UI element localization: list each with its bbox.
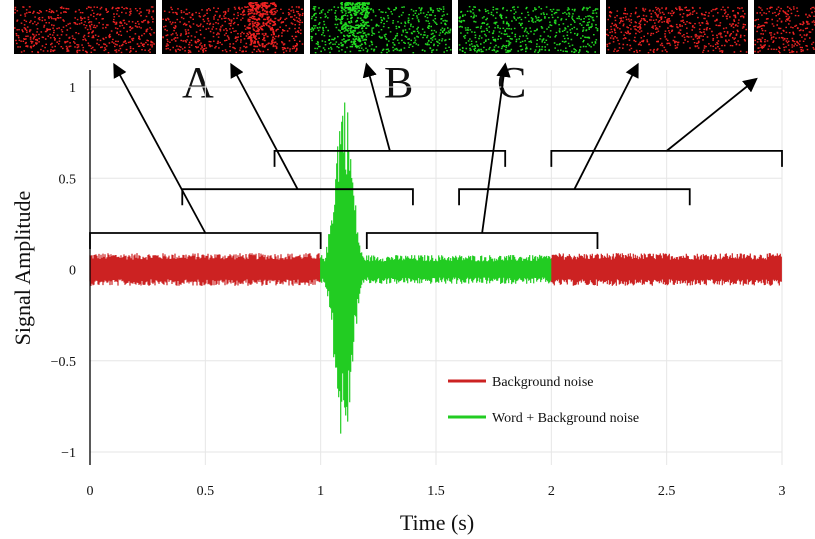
spectrogram-panel-0 <box>14 0 156 54</box>
window-arrow-5 <box>666 77 758 152</box>
annotation-B: B <box>384 58 413 107</box>
spectrogram-panel-5 <box>754 0 815 54</box>
spectrogram-panel-background <box>162 0 304 54</box>
x-axis-title: Time (s) <box>400 510 474 535</box>
series-word-noise-0 <box>320 102 552 434</box>
y-tick-label: 0 <box>69 264 76 279</box>
spectrogram-panel-3 <box>458 0 600 54</box>
spectrogram-noise-speckle <box>14 6 155 54</box>
signal-series <box>89 102 782 434</box>
window-arrow-0 <box>113 62 207 234</box>
spectrogram-noise-speckle <box>606 6 748 54</box>
annotation-C: C <box>497 58 526 107</box>
x-tick-label: 1.5 <box>427 484 445 499</box>
window-bracket-4 <box>458 188 691 206</box>
annotation-A: A <box>182 58 214 107</box>
window-arrow-4 <box>573 62 639 190</box>
y-tick-label: 0.5 <box>59 172 77 187</box>
x-tick-label: 1 <box>317 484 324 499</box>
spectrogram-panel-4 <box>606 0 748 54</box>
window-bracket-1 <box>181 188 414 206</box>
series-background-noise-0 <box>89 253 321 286</box>
legend-label-word-noise: Word + Background noise <box>492 411 639 426</box>
spectrogram-panel-background <box>458 0 600 54</box>
spectrogram-noise-speckle <box>458 6 599 54</box>
x-tick-label: 3 <box>779 484 786 499</box>
y-axis-title: Signal Amplitude <box>10 191 35 346</box>
x-tick-label: 2.5 <box>658 484 676 499</box>
spectrogram-panel-background <box>14 0 156 54</box>
x-tick-label: 0.5 <box>197 484 215 499</box>
window-arrow-3 <box>481 62 511 234</box>
window-bracket-5 <box>550 149 783 167</box>
legend: Background noise Word + Background noise <box>448 375 639 426</box>
window-bracket-3 <box>365 232 599 249</box>
window-arrow-2 <box>362 62 391 152</box>
x-tick-labels: 0 0.5 1 1.5 2 2.5 3 <box>87 484 786 499</box>
x-tick-label: 0 <box>87 484 94 499</box>
spectrogram-panels <box>14 0 815 54</box>
spectrogram-noise-speckle <box>754 6 815 54</box>
series-background-noise-1 <box>550 253 782 286</box>
y-tick-label: 1 <box>69 81 76 96</box>
spectrogram-word-energy <box>340 2 370 48</box>
window-arrows <box>113 62 758 234</box>
window-bracket-2 <box>273 149 507 167</box>
window-arrow-1 <box>230 62 299 190</box>
x-tick-label: 2 <box>548 484 555 499</box>
spectrogram-panel-2 <box>310 0 452 54</box>
spectrogram-word-energy <box>247 2 277 48</box>
y-tick-label: −0.5 <box>51 355 76 370</box>
spectrogram-noise-speckle <box>310 6 452 54</box>
y-tick-label: −1 <box>61 446 76 461</box>
legend-label-background-noise: Background noise <box>492 375 593 390</box>
spectrogram-panel-1 <box>162 0 304 54</box>
y-tick-labels: −1 −0.5 0 0.5 1 <box>51 81 76 461</box>
